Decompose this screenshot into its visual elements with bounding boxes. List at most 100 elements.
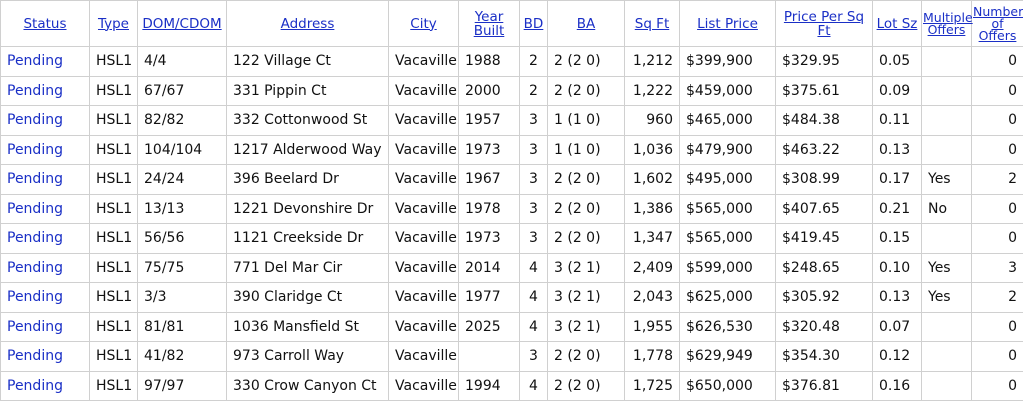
status-link[interactable]: Pending [0, 341, 90, 372]
cell: 2025 [458, 311, 520, 342]
cell: $626,530 [679, 311, 776, 342]
listing-row: Pending HSL1 97/97 330 Crow Canyon Ct Vacavi… [0, 370, 1023, 401]
cell: No [921, 193, 972, 224]
listing-row: Pending HSL1 56/56 1121 Creekside Dr Vacavil… [0, 223, 1023, 254]
cell: 0 [971, 134, 1023, 165]
listing-row: Pending HSL1 24/24 396 Beelard Dr Vacaville 1… [0, 164, 1023, 195]
status-link[interactable]: Pending [0, 164, 90, 195]
cell: 2 (2 0) [547, 370, 625, 401]
status-link[interactable]: Pending [0, 223, 90, 254]
column-header[interactable]: Lot Sz [872, 0, 922, 47]
status-link[interactable]: Pending [0, 370, 90, 401]
cell: 1217 Alderwood Way [226, 134, 389, 165]
cell: $629,949 [679, 341, 776, 372]
column-header[interactable]: Status [0, 0, 90, 47]
cell: HSL1 [89, 252, 138, 283]
cell: 1 (1 0) [547, 105, 625, 136]
column-header[interactable]: Multiple Offers [921, 0, 973, 47]
column-header[interactable]: List Price [679, 0, 776, 47]
status-link[interactable]: Pending [0, 282, 90, 313]
cell: Vacaville [388, 223, 459, 254]
cell: 1,347 [624, 223, 680, 254]
cell: 3/3 [137, 282, 227, 313]
cell: 0.09 [872, 75, 922, 106]
cell: Vacaville [388, 193, 459, 224]
cell: 2014 [458, 252, 520, 283]
listing-row: Pending HSL1 13/13 1221 Devonshire Dr Vacavi… [0, 193, 1023, 224]
column-header[interactable]: Number of Offers [971, 0, 1023, 47]
cell: 1978 [458, 193, 520, 224]
cell: 56/56 [137, 223, 227, 254]
cell: HSL1 [89, 164, 138, 195]
cell [458, 341, 520, 372]
column-header[interactable]: Year Built [458, 0, 520, 47]
cell: 1977 [458, 282, 520, 313]
cell: Vacaville [388, 134, 459, 165]
cell: 2,409 [624, 252, 680, 283]
status-link[interactable]: Pending [0, 105, 90, 136]
cell: 390 Claridge Ct [226, 282, 389, 313]
cell: 0.13 [872, 282, 922, 313]
column-header[interactable]: Price Per Sq Ft [775, 0, 873, 47]
status-link[interactable]: Pending [0, 252, 90, 283]
cell: 3 [971, 252, 1023, 283]
cell: 2000 [458, 75, 520, 106]
cell: 1973 [458, 223, 520, 254]
column-header[interactable]: City [388, 0, 459, 47]
cell [921, 105, 972, 136]
cell: 2 (2 0) [547, 75, 625, 106]
status-link[interactable]: Pending [0, 75, 90, 106]
cell: $399,900 [679, 46, 776, 77]
listing-row: Pending HSL1 104/104 1217 Alderwood Way Vaca… [0, 134, 1023, 165]
cell: 0 [971, 105, 1023, 136]
cell: 0.11 [872, 105, 922, 136]
cell: 2 [971, 282, 1023, 313]
column-header[interactable]: Sq Ft [624, 0, 680, 47]
cell: $320.48 [775, 311, 873, 342]
column-header[interactable]: DOM/CDOM [137, 0, 227, 47]
cell: 3 (2 1) [547, 311, 625, 342]
cell: $565,000 [679, 223, 776, 254]
cell: $376.81 [775, 370, 873, 401]
status-link[interactable]: Pending [0, 311, 90, 342]
status-link[interactable]: Pending [0, 193, 90, 224]
cell: HSL1 [89, 193, 138, 224]
cell: $248.65 [775, 252, 873, 283]
cell: 97/97 [137, 370, 227, 401]
listing-row: Pending HSL1 82/82 332 Cottonwood St Vacavil… [0, 105, 1023, 136]
cell: Vacaville [388, 341, 459, 372]
status-link[interactable]: Pending [0, 134, 90, 165]
column-header[interactable]: Type [89, 0, 138, 47]
status-link[interactable]: Pending [0, 46, 90, 77]
cell: 1,212 [624, 46, 680, 77]
column-header[interactable]: BA [547, 0, 625, 47]
cell: 1,955 [624, 311, 680, 342]
cell: 24/24 [137, 164, 227, 195]
column-header[interactable]: Address [226, 0, 389, 47]
cell: 0.05 [872, 46, 922, 77]
cell: 4 [519, 311, 548, 342]
cell: 0 [971, 46, 1023, 77]
cell: 67/67 [137, 75, 227, 106]
cell: Yes [921, 252, 972, 283]
cell [921, 311, 972, 342]
cell: 0 [971, 311, 1023, 342]
column-header[interactable]: BD [519, 0, 548, 47]
cell: $650,000 [679, 370, 776, 401]
cell: 2 (2 0) [547, 46, 625, 77]
cell: 2 [971, 164, 1023, 195]
cell: 1957 [458, 105, 520, 136]
cell: 13/13 [137, 193, 227, 224]
cell: 332 Cottonwood St [226, 105, 389, 136]
cell: $407.65 [775, 193, 873, 224]
cell: 331 Pippin Ct [226, 75, 389, 106]
cell: $305.92 [775, 282, 873, 313]
cell: 1,222 [624, 75, 680, 106]
cell: $354.30 [775, 341, 873, 372]
listing-row: Pending HSL1 81/81 1036 Mansfield St Vacavil… [0, 311, 1023, 342]
cell: 1,778 [624, 341, 680, 372]
cell [921, 370, 972, 401]
cell: $625,000 [679, 282, 776, 313]
cell: 0 [971, 370, 1023, 401]
